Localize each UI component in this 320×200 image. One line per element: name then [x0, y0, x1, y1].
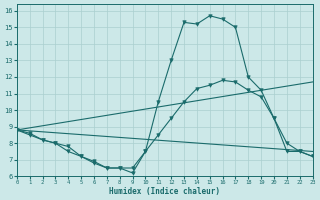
X-axis label: Humidex (Indice chaleur): Humidex (Indice chaleur): [109, 187, 220, 196]
